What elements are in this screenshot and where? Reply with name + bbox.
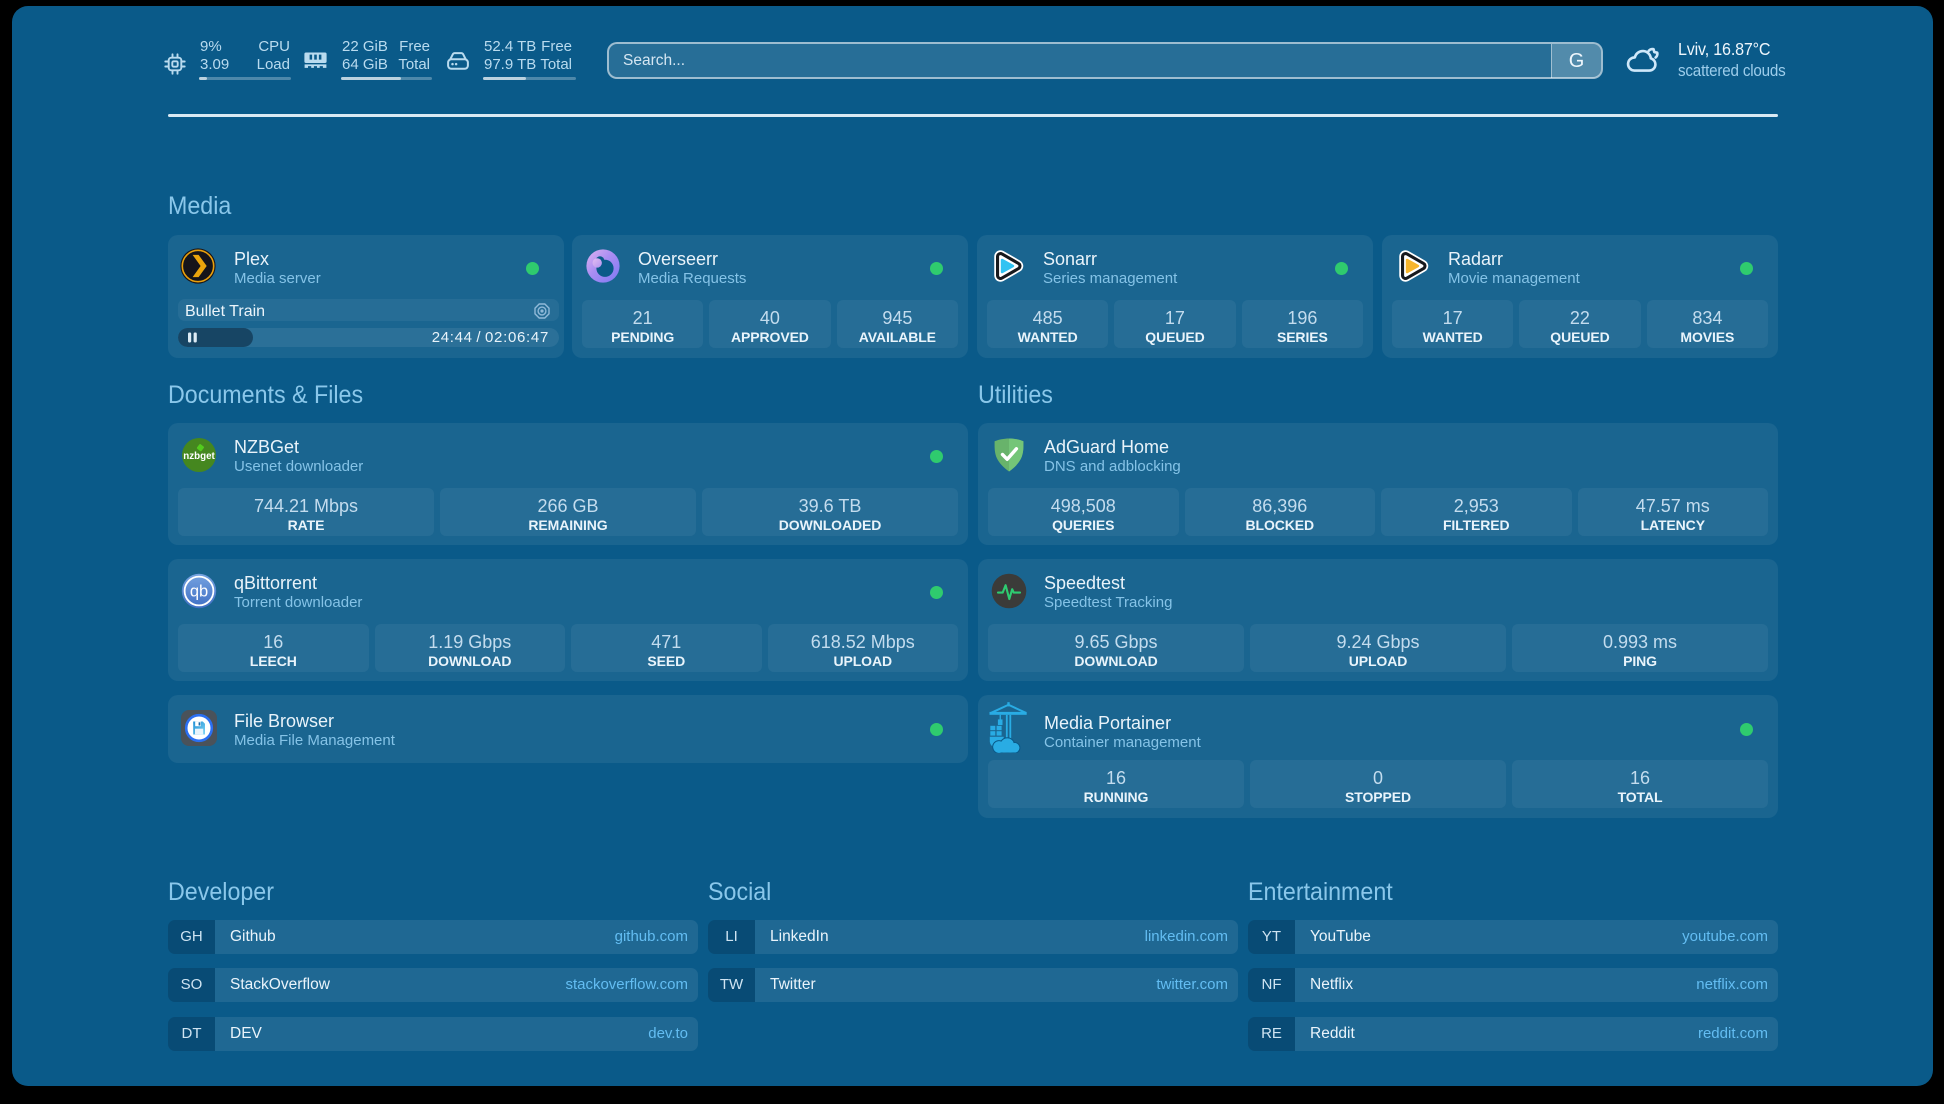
svg-text:nzbget: nzbget [183, 451, 215, 462]
svg-text:qb: qb [190, 583, 208, 601]
